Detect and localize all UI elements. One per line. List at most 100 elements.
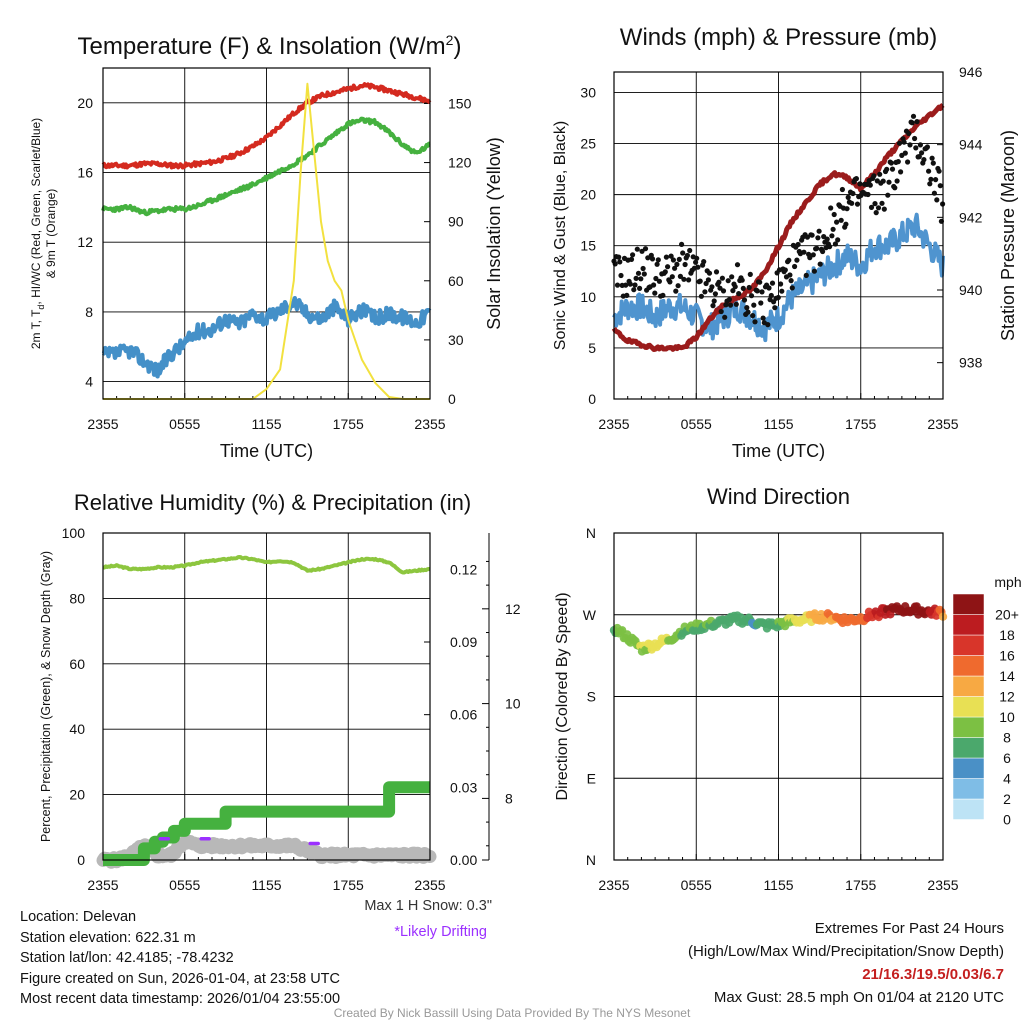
- humidity-y-tick-label: 20: [69, 787, 85, 803]
- gust-point: [641, 271, 647, 277]
- temp-title-sup: 2: [446, 32, 454, 48]
- gust-point: [676, 256, 682, 262]
- direction-tick-label: S: [587, 689, 596, 705]
- precip-y-tick-label: 0.03: [450, 779, 477, 795]
- gust-point: [917, 142, 924, 148]
- gust-point: [816, 228, 822, 234]
- gust-point: [716, 279, 722, 285]
- insolation-axis-label: Solar Insolation (Yellow): [484, 137, 504, 329]
- x-tick-label: 1155: [251, 877, 281, 893]
- gust-point: [684, 252, 691, 259]
- gust-point: [768, 292, 774, 299]
- x-tick-label: 1755: [845, 416, 876, 432]
- gust-point: [670, 257, 677, 263]
- gust-point: [740, 285, 746, 291]
- gust-point: [795, 241, 801, 248]
- sonic-wind-line: [612, 212, 945, 343]
- colorbar-label: 18: [999, 627, 1015, 643]
- pressure-line: [611, 103, 945, 352]
- colorbar-swatch: [952, 757, 985, 779]
- credit-footer: Created By Nick Bassill Using Data Provi…: [333, 1006, 691, 1020]
- gust-point: [894, 178, 900, 184]
- gust-point: [750, 313, 756, 319]
- gust-point: [871, 173, 877, 179]
- x-tick-label: 1755: [845, 877, 876, 893]
- gust-point: [807, 255, 813, 261]
- gust-point: [713, 269, 720, 275]
- gust-point: [736, 291, 742, 297]
- x-tick-label: 2355: [87, 416, 118, 432]
- winds-y-tick-label: 25: [580, 136, 596, 152]
- gust-point: [686, 277, 692, 283]
- gust-point: [746, 284, 752, 291]
- gust-point: [873, 210, 879, 216]
- x-tick-label: 2355: [87, 877, 118, 893]
- gust-point: [880, 178, 886, 184]
- temp-y-label-part: 2m T, T: [29, 309, 43, 349]
- colorbar-label: 8: [1003, 729, 1011, 745]
- max-snow-label: Max 1 H Snow: 0.3": [364, 898, 492, 914]
- gust-point: [717, 285, 723, 291]
- gust-point: [623, 282, 629, 288]
- gust-point: [614, 282, 621, 288]
- gust-point: [705, 277, 712, 283]
- colorbar-swatch: [952, 655, 985, 677]
- gust-point: [612, 261, 618, 267]
- temp-series-line: [101, 82, 432, 170]
- gust-point: [896, 140, 903, 146]
- extremes-info: Extremes For Past 24 Hours (High/Low/Max…: [688, 917, 1004, 1009]
- pressure-axis-label: Station Pressure (Maroon): [998, 130, 1018, 341]
- gust-point: [733, 301, 739, 307]
- colorbar-swatch: [952, 778, 985, 800]
- insolation-y-tick-label: 150: [448, 95, 472, 111]
- gust-point: [681, 276, 687, 282]
- gust-point: [766, 285, 772, 291]
- gust-point: [879, 200, 885, 206]
- gust-point: [757, 279, 763, 285]
- gust-point: [745, 309, 751, 315]
- winds-y-tick-label: 0: [588, 391, 596, 407]
- snow-y-tick-label: 8: [505, 790, 513, 806]
- gust-point: [628, 256, 635, 262]
- gust-point: [634, 246, 640, 252]
- gust-point: [867, 182, 873, 188]
- gust-point: [885, 192, 891, 198]
- gust-point: [931, 190, 938, 196]
- gust-point: [640, 265, 646, 272]
- gust-point: [854, 201, 861, 207]
- temp-series-line: [101, 116, 431, 217]
- gust-point: [844, 206, 850, 212]
- gust-point: [667, 279, 673, 285]
- gust-point: [884, 166, 890, 172]
- temp-y-label-part: , HI/WC (Red, Green, Scarlet/Blue): [29, 118, 43, 305]
- winds-x-axis-label: Time (UTC): [732, 441, 825, 461]
- gust-point: [632, 282, 638, 288]
- temperature-panel: Temperature (F) & Insolation (W/m2) 4 8 12 1…: [29, 32, 504, 461]
- x-tick-label: 2355: [598, 877, 629, 893]
- gust-point: [668, 253, 674, 259]
- winds-frame: [613, 71, 944, 400]
- gust-point: [712, 291, 719, 297]
- x-tick-label: 2355: [598, 416, 629, 432]
- colorbar-swatch: [952, 593, 985, 615]
- gust-point: [924, 144, 931, 150]
- gust-point: [732, 284, 738, 290]
- max-gust-text: Max Gust: 28.5 mph On 01/04 at 2120 UTC: [713, 989, 1004, 1006]
- gust-point: [706, 270, 713, 276]
- gust-point: [726, 296, 733, 303]
- direction-tick-label: N: [586, 525, 596, 541]
- humidity-title: Relative Humidity (%) & Precipitation (i…: [74, 490, 471, 515]
- gust-point: [912, 135, 918, 142]
- winds-y-tick-label: 10: [580, 289, 596, 305]
- gust-point: [654, 261, 660, 267]
- gust-point: [627, 281, 633, 287]
- gust-point: [722, 314, 728, 320]
- gust-point: [919, 150, 925, 156]
- gust-point: [651, 282, 657, 288]
- humidity-y-tick-label: 0: [77, 852, 85, 868]
- likely-drifting-label: *Likely Drifting: [394, 924, 487, 940]
- gust-point: [913, 145, 919, 151]
- gust-point: [711, 298, 717, 304]
- insolation-y-tick-label: 0: [448, 391, 456, 407]
